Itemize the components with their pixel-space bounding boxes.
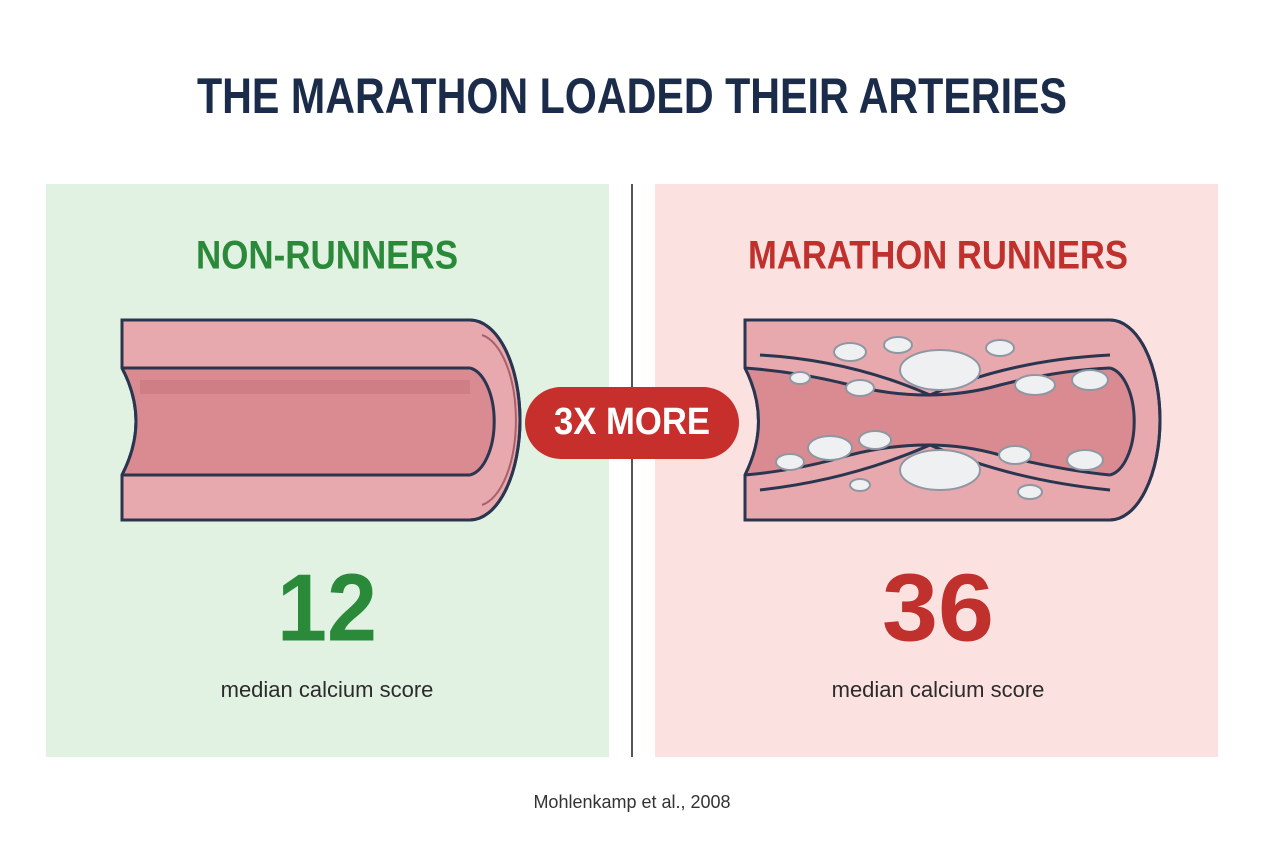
plaque: [1014, 374, 1056, 396]
plaque: [1071, 369, 1109, 391]
artery-part: [469, 318, 522, 522]
diseased-artery: [743, 318, 1162, 522]
panel-value: 12: [277, 554, 377, 661]
artery-part: [1109, 318, 1162, 522]
plaque: [1066, 449, 1104, 471]
plaque: [985, 339, 1015, 357]
badge-text: 3X MORE: [554, 401, 710, 443]
plaque: [899, 349, 981, 391]
plaque: [845, 379, 875, 397]
panel-caption: median calcium score: [221, 677, 434, 702]
healthy-artery: [120, 318, 522, 522]
artery-part: [122, 366, 470, 477]
plaque: [1017, 484, 1043, 500]
panel-value: 36: [882, 554, 994, 661]
source: Mohlenkamp et al., 2008: [533, 792, 730, 812]
panel-heading: MARATHON RUNNERS: [748, 234, 1128, 278]
plaque: [883, 336, 913, 354]
panel-heading: NON-RUNNERS: [196, 234, 458, 278]
plaque: [858, 430, 892, 450]
plaque: [833, 342, 867, 362]
artery-part: [122, 368, 495, 475]
artery-part: [743, 367, 760, 476]
title: THE MARATHON LOADED THEIR ARTERIES: [197, 68, 1067, 124]
panel-caption: median calcium score: [832, 677, 1045, 702]
plaque: [775, 453, 805, 471]
plaque: [899, 449, 981, 491]
plaque: [789, 371, 811, 385]
badge: [525, 387, 739, 459]
plaque: [807, 435, 853, 461]
artery-part: [140, 380, 470, 394]
artery-part: [120, 367, 138, 476]
plaque: [849, 478, 871, 492]
artery-part: [481, 334, 517, 506]
artery-part: [759, 353, 1111, 492]
plaque: [998, 445, 1032, 465]
